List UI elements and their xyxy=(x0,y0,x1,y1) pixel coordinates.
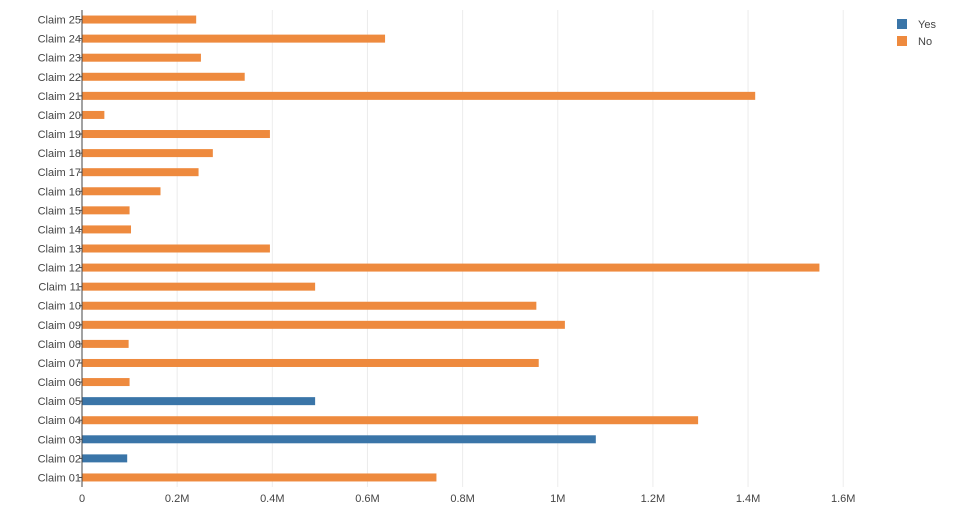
y-tick-label: Claim 17 xyxy=(38,167,81,179)
y-tick-label: Claim 18 xyxy=(38,148,81,160)
bar-no-19[interactable] xyxy=(82,130,270,139)
y-tick-label: Claim 10 xyxy=(38,301,81,313)
y-tick-label: Claim 09 xyxy=(38,320,81,332)
y-tick-label: Claim 01 xyxy=(38,472,81,484)
y-tick-label: Claim 03 xyxy=(38,434,81,446)
bar-no-21[interactable] xyxy=(82,91,756,100)
legend-swatch xyxy=(897,19,907,29)
y-axis: Claim 01 Claim 02 Claim 03 Claim 04 Claim 05… xyxy=(38,15,82,484)
legend-label: No xyxy=(918,36,932,48)
legend-item-no[interactable]: No xyxy=(897,36,932,48)
y-tick-label: Claim 08 xyxy=(38,339,81,351)
y-tick-label: Claim 13 xyxy=(38,244,81,256)
bar-yes-3[interactable] xyxy=(82,435,596,444)
y-tick-label: Claim 12 xyxy=(38,263,81,275)
bar-no-4[interactable] xyxy=(82,416,699,425)
bar-no-8[interactable] xyxy=(82,339,129,348)
y-tick-label: Claim 14 xyxy=(38,224,81,236)
y-tick-label: Claim 02 xyxy=(38,453,81,465)
y-tick-label: Claim 11 xyxy=(38,282,81,294)
bar-no-10[interactable] xyxy=(82,301,537,310)
bar-no-15[interactable] xyxy=(82,206,130,215)
x-tick-label: 0.2M xyxy=(165,493,189,505)
legend[interactable]: Yes No xyxy=(897,19,936,48)
x-tick-label: 1.6M xyxy=(831,493,855,505)
bar-no-13[interactable] xyxy=(82,244,270,253)
x-tick-label: 0.4M xyxy=(260,493,284,505)
x-tick-label: 1.4M xyxy=(736,493,760,505)
x-axis: 0 0.2M 0.4M 0.6M 0.8M 1M 1.2M 1.4M 1.6M xyxy=(79,493,856,505)
y-tick-label: Claim 22 xyxy=(38,72,81,84)
x-tick-label: 0.6M xyxy=(355,493,379,505)
bar-no-14[interactable] xyxy=(82,225,132,234)
y-tick-label: Claim 23 xyxy=(38,53,81,65)
bar-no-16[interactable] xyxy=(82,187,161,196)
y-tick-label: Claim 25 xyxy=(38,15,81,27)
legend-label: Yes xyxy=(918,19,936,31)
y-tick-label: Claim 04 xyxy=(38,415,81,427)
bar-no-6[interactable] xyxy=(82,378,130,387)
y-tick-label: Claim 20 xyxy=(38,110,81,122)
legend-item-yes[interactable]: Yes xyxy=(897,19,936,31)
x-gridlines xyxy=(176,10,844,487)
y-tick-label: Claim 06 xyxy=(38,377,81,389)
bar-no-18[interactable] xyxy=(82,149,213,158)
bar-yes-5[interactable] xyxy=(82,397,316,406)
bar-yes-2[interactable] xyxy=(82,454,128,463)
bar-no-20[interactable] xyxy=(82,110,105,119)
bar-no-9[interactable] xyxy=(82,320,565,329)
x-tick-label: 0 xyxy=(79,493,85,505)
bar-no-11[interactable] xyxy=(82,282,316,291)
legend-swatch xyxy=(897,36,907,46)
y-tick-label: Claim 24 xyxy=(38,34,81,46)
bar-no-24[interactable] xyxy=(82,34,386,43)
bar-no-22[interactable] xyxy=(82,72,245,81)
x-tick-label: 0.8M xyxy=(450,493,474,505)
y-tick-label: Claim 15 xyxy=(38,205,81,217)
bar-no-7[interactable] xyxy=(82,358,539,367)
bar-no-17[interactable] xyxy=(82,168,199,177)
x-tick-label: 1M xyxy=(550,493,565,505)
y-tick-label: Claim 21 xyxy=(38,91,81,103)
bar-no-1[interactable] xyxy=(82,473,437,482)
y-tick-label: Claim 19 xyxy=(38,129,81,141)
y-tick-label: Claim 07 xyxy=(38,358,81,370)
bar-no-12[interactable] xyxy=(82,263,820,272)
bar-no-25[interactable] xyxy=(82,15,197,24)
y-tick-label: Claim 05 xyxy=(38,396,81,408)
bar-no-23[interactable] xyxy=(82,53,201,62)
x-tick-label: 1.2M xyxy=(641,493,665,505)
bars xyxy=(82,15,820,482)
y-tick-label: Claim 16 xyxy=(38,186,81,198)
